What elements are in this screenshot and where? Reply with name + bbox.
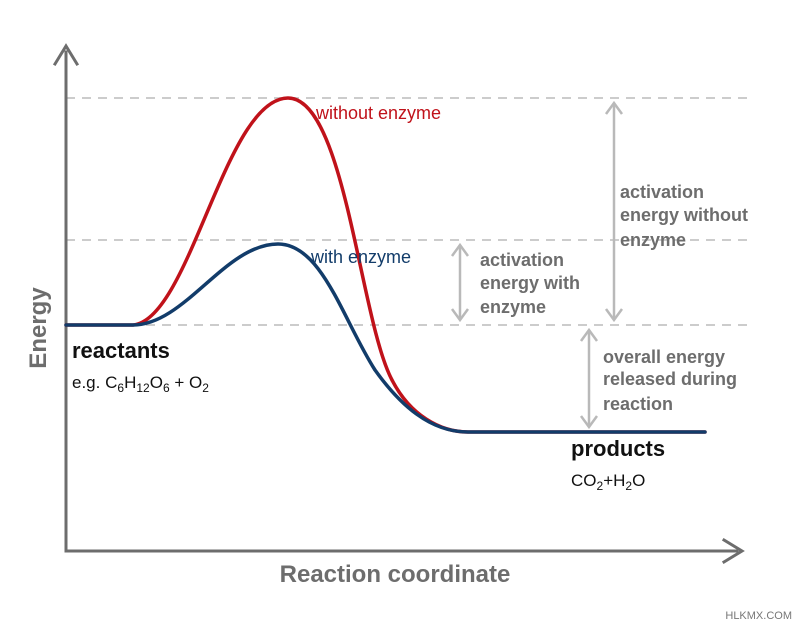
formula-subscript: 6 <box>117 381 124 395</box>
without-enzyme-label: without enzyme <box>315 103 441 123</box>
x-axis-label: Reaction coordinate <box>280 561 511 588</box>
curve-with-enzyme <box>64 242 707 434</box>
formula-text: + O <box>170 373 203 392</box>
formula-subscript: 12 <box>136 381 150 395</box>
reactants-formula: e.g. C6H12O6 + O2 <box>72 373 209 395</box>
formula-text: O <box>632 471 645 490</box>
formula-text: O <box>150 373 163 392</box>
y-axis <box>52 43 80 553</box>
overall-release-arrow-icon <box>579 327 599 430</box>
formula-text: C <box>105 373 117 392</box>
formula-subscript: 2 <box>597 479 604 493</box>
activation-with-label: activation energy with enzyme <box>480 250 585 317</box>
formula-subscript: 6 <box>163 381 170 395</box>
curve-without-enzyme <box>64 96 707 434</box>
activation-without-arrow-icon <box>604 100 624 323</box>
formula-subscript: 2 <box>625 479 632 493</box>
x-axis <box>64 537 745 565</box>
activation-without-label: activation energy without enzyme <box>620 182 753 250</box>
activation-with-arrow-icon <box>450 242 470 323</box>
products-formula: CO2+H2O <box>571 471 645 493</box>
overall-release-label: overall energy released during reaction <box>603 347 742 414</box>
y-axis-label: Energy <box>25 287 52 369</box>
products-label: products <box>571 436 665 461</box>
y-axis-arrow-icon <box>52 43 80 67</box>
formula-prefix: e.g. <box>72 373 105 392</box>
formula-text: CO <box>571 471 597 490</box>
formula-subscript: 2 <box>202 381 209 395</box>
x-axis-arrow-icon <box>721 537 745 565</box>
formula-text: +H <box>603 471 625 490</box>
with-enzyme-label: with enzyme <box>310 247 411 267</box>
formula-text: H <box>124 373 136 392</box>
reactants-label: reactants <box>72 338 170 363</box>
watermark: HLKMX.COM <box>725 610 792 622</box>
